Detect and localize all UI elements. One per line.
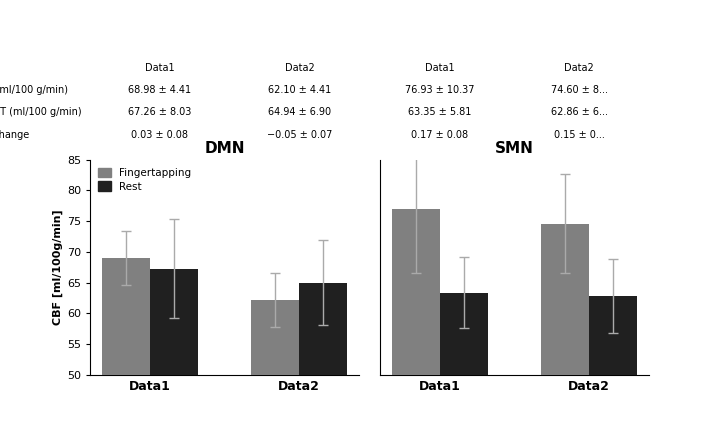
Bar <box>541 224 589 421</box>
Title: SMN: SMN <box>495 141 534 156</box>
Bar <box>589 296 637 421</box>
Title: DMN: DMN <box>204 141 244 156</box>
Bar <box>440 293 488 421</box>
Legend: Fingertapping, Rest: Fingertapping, Rest <box>95 165 195 195</box>
Bar <box>392 209 440 421</box>
Bar <box>299 283 347 421</box>
Bar <box>251 300 299 421</box>
Bar <box>150 269 198 421</box>
Bar <box>102 258 150 421</box>
Y-axis label: CBF [ml/100g/min]: CBF [ml/100g/min] <box>53 209 63 325</box>
